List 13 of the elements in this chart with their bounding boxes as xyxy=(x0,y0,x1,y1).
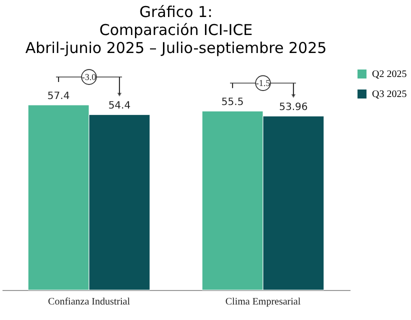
x-tick-label: Clima Empresarial xyxy=(225,296,301,308)
text: -3.0 xyxy=(82,72,97,82)
x-tick-label: Confianza Industrial xyxy=(48,296,130,308)
data-label: 54.4 xyxy=(108,100,131,112)
data-label: 53.96 xyxy=(279,102,308,114)
legend-label: Q3 2025 xyxy=(372,89,407,100)
text: -1.5 xyxy=(256,78,271,88)
data-label: 57.4 xyxy=(47,91,70,102)
data-label: 55.5 xyxy=(221,97,244,108)
text: Comparación ICI-ICE xyxy=(99,20,253,39)
text: Gráfico 1: xyxy=(139,2,213,21)
text: Abril-junio 2025 – Julio-septiembre 2025 xyxy=(25,38,327,57)
legend-label: Q2 2025 xyxy=(372,69,407,80)
